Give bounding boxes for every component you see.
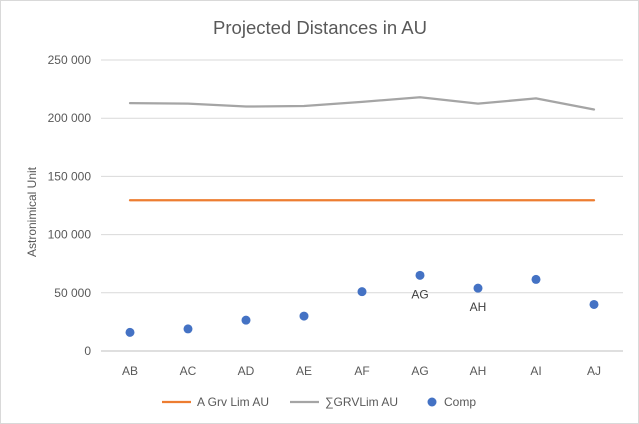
data-label: AG [411, 287, 428, 301]
series-line [128, 96, 596, 111]
data-point [531, 274, 541, 284]
x-tick-label: AE [296, 364, 312, 378]
legend-label: A Grv Lim AU [197, 395, 269, 409]
series-marks [125, 96, 599, 337]
data-point [473, 283, 483, 293]
data-point [589, 299, 599, 309]
data-point [125, 327, 135, 337]
x-tick-label: AC [180, 364, 197, 378]
y-tick-label: 100 000 [48, 228, 92, 242]
chart-title: Projected Distances in AU [213, 17, 427, 38]
y-axis-ticks: 0 50 000 100 000 150 000 200 000 250 000 [48, 53, 92, 358]
x-tick-label: AH [470, 364, 487, 378]
legend-label: Comp [444, 395, 476, 409]
data-point [415, 270, 425, 280]
legend-item: Comp [427, 395, 476, 409]
legend-label: ∑GRVLim AU [325, 395, 398, 409]
y-tick-label: 200 000 [48, 111, 92, 125]
legend: A Grv Lim AU ∑GRVLim AU Comp [162, 395, 476, 409]
data-point [299, 311, 309, 321]
legend-item: A Grv Lim AU [162, 395, 269, 409]
y-tick-label: 250 000 [48, 53, 92, 67]
y-tick-label: 150 000 [48, 169, 92, 183]
x-tick-label: AG [411, 364, 428, 378]
data-labels: AG AH [411, 287, 486, 314]
x-tick-label: AD [238, 364, 255, 378]
x-tick-label: AI [530, 364, 541, 378]
gridlines [101, 59, 623, 352]
legend-marker-swatch [427, 397, 437, 407]
data-point [183, 324, 193, 334]
data-label: AH [470, 300, 487, 314]
x-tick-label: AF [354, 364, 369, 378]
legend-item: ∑GRVLim AU [290, 395, 398, 409]
data-point [357, 287, 367, 297]
data-point [241, 315, 251, 325]
x-tick-label: AB [122, 364, 138, 378]
x-tick-label: AJ [587, 364, 601, 378]
y-tick-label: 0 [84, 344, 91, 358]
y-tick-label: 50 000 [54, 286, 91, 300]
y-axis-title: Astronimical Unit [25, 166, 39, 257]
x-axis-ticks: AB AC AD AE AF AG AH AI AJ [122, 364, 601, 378]
